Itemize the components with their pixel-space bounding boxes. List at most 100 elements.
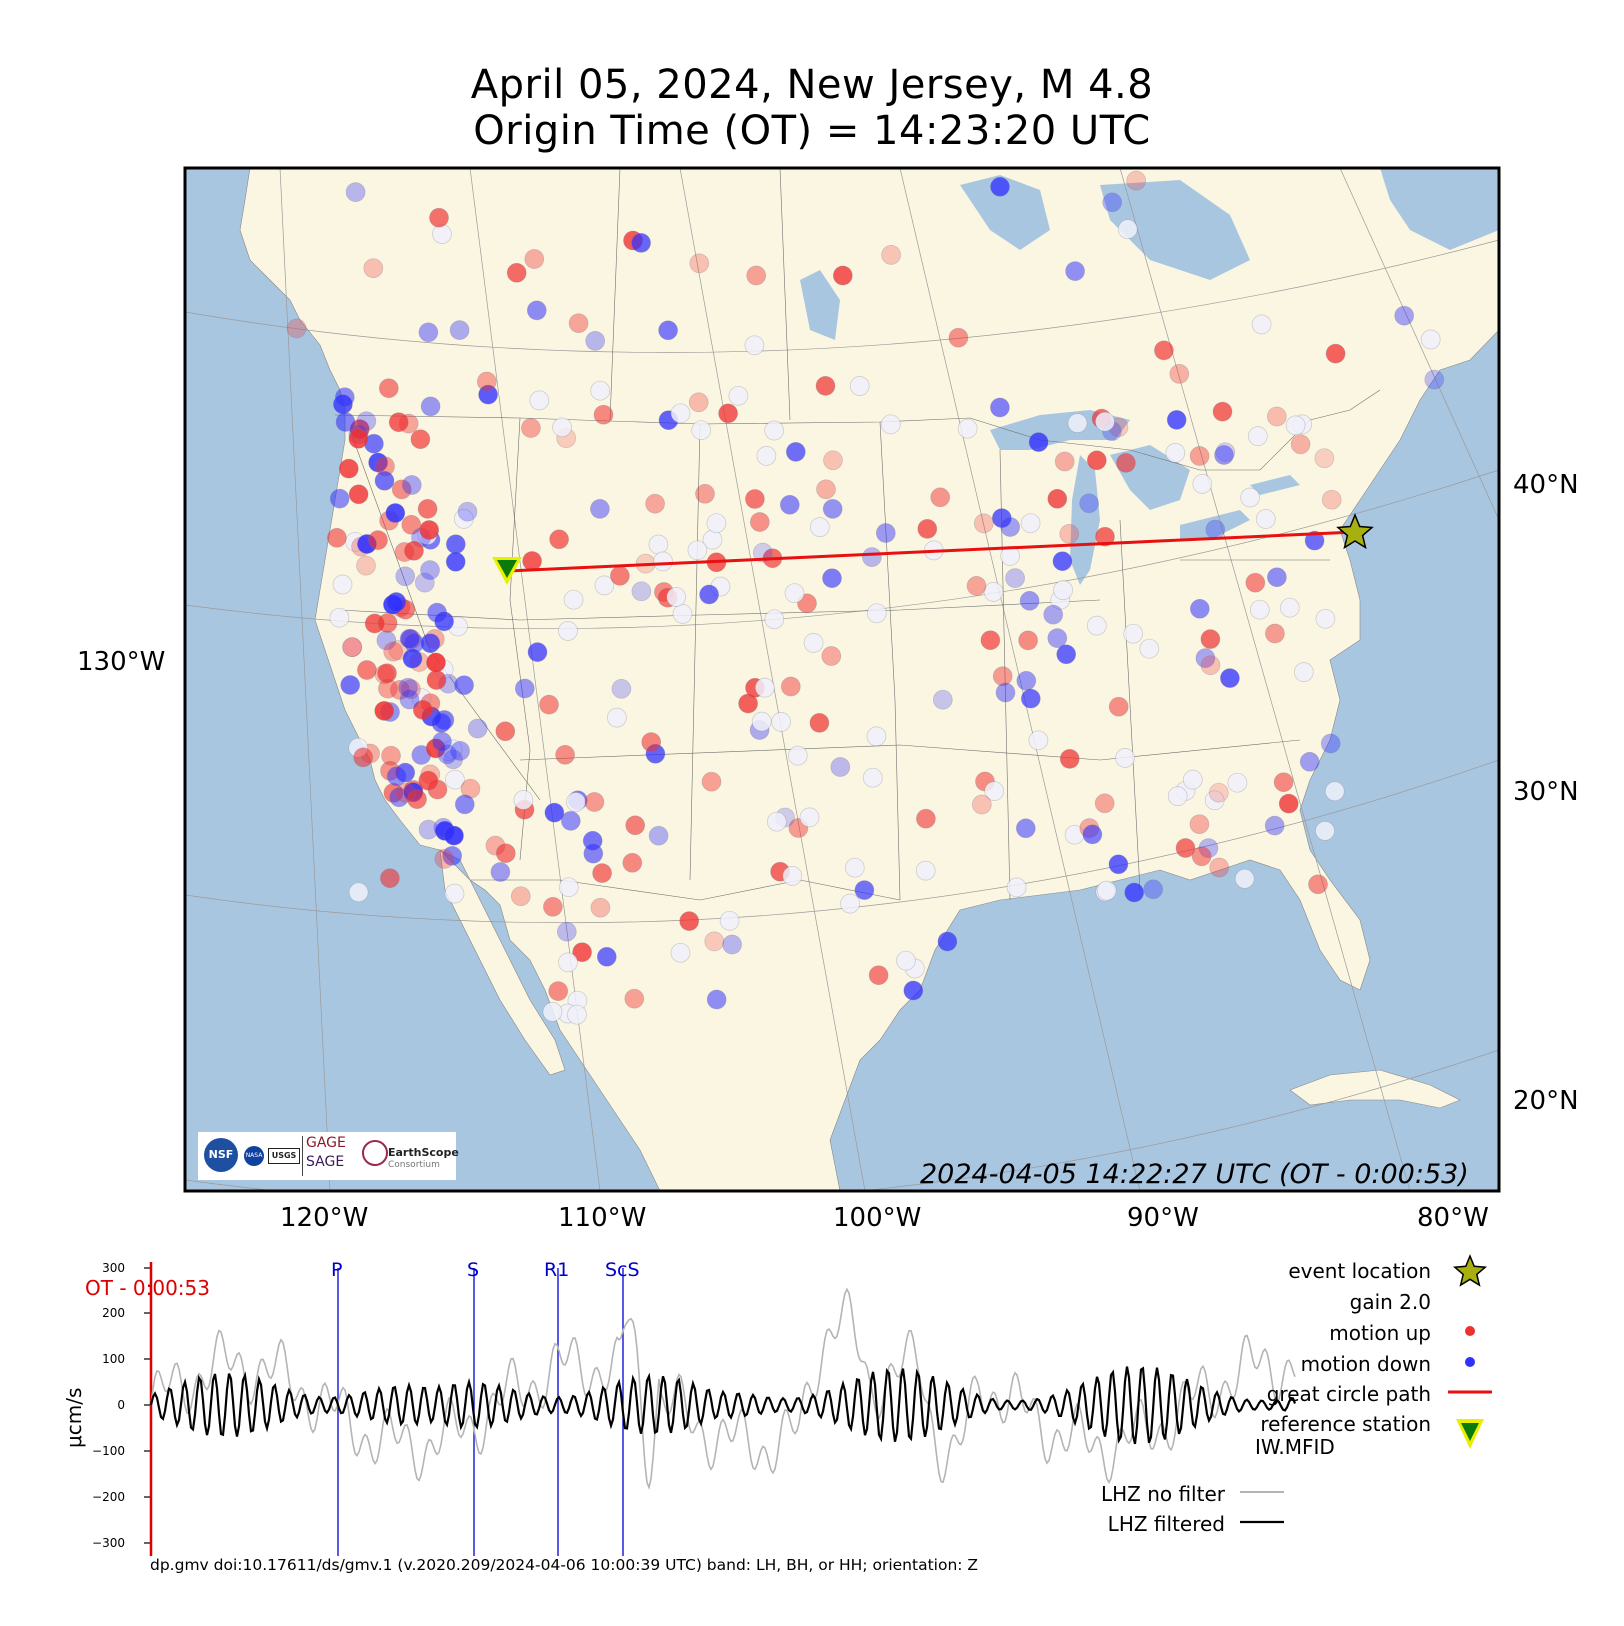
station-dot	[1056, 644, 1077, 665]
station-dot	[567, 1004, 587, 1025]
station-dot	[395, 783, 416, 803]
earthscope-logo: EarthScope	[388, 1146, 459, 1159]
logo-divider	[302, 1136, 303, 1176]
station-dot	[779, 494, 800, 515]
station-dot	[444, 883, 465, 904]
station-dot	[1394, 305, 1415, 326]
station-dot	[495, 721, 516, 742]
station-dot	[398, 677, 418, 698]
station-dot	[648, 825, 669, 846]
station-dot	[374, 701, 395, 721]
station-dot	[334, 387, 355, 408]
station-dot	[432, 224, 452, 244]
station-markers	[286, 170, 1445, 1025]
station-dot	[1273, 772, 1294, 793]
station-dot	[357, 660, 377, 680]
station-dot	[751, 711, 772, 732]
station-dot	[596, 946, 617, 967]
station-dot	[719, 910, 740, 931]
station-dot	[854, 880, 875, 900]
station-dot	[704, 931, 725, 952]
station-dot	[1195, 648, 1216, 668]
station-dot	[840, 893, 860, 914]
station-dot	[1212, 401, 1233, 422]
station-dot	[1249, 599, 1270, 620]
station-dot	[706, 513, 727, 534]
station-dot	[419, 520, 440, 540]
station-dot	[782, 866, 803, 886]
station-dot	[1265, 623, 1285, 644]
station-dot	[1020, 688, 1041, 709]
station-dot	[426, 670, 447, 690]
station-dot	[991, 508, 1012, 528]
station-dot	[513, 790, 534, 810]
station-dot	[377, 663, 397, 684]
station-dot	[679, 911, 700, 931]
station-dot	[718, 403, 738, 424]
station-dot	[529, 390, 550, 411]
station-dot	[1167, 786, 1188, 806]
station-dot	[1321, 489, 1342, 510]
seismogram-panel	[144, 1262, 1297, 1556]
station-dot	[880, 414, 901, 435]
ytick-minus100: −100	[92, 1444, 125, 1458]
lon-label-120: 120°W	[280, 1203, 369, 1233]
station-dot	[374, 664, 395, 685]
station-dot	[593, 404, 614, 425]
station-dot	[449, 320, 470, 340]
legend-gain: gain 2.0	[1349, 1290, 1431, 1314]
station-dot	[1005, 568, 1025, 588]
lat-label-40: 40°N	[1513, 470, 1579, 500]
station-dot	[572, 942, 592, 963]
station-dot	[1086, 615, 1107, 636]
station-dot	[666, 587, 687, 607]
station-dot	[1255, 509, 1276, 529]
station-dot	[590, 380, 611, 401]
station-dot	[539, 694, 559, 715]
legend-lhz-no-filter: LHZ no filter	[1100, 1482, 1225, 1506]
station-dot	[592, 863, 612, 883]
station-dot	[568, 313, 589, 334]
ytick-minus200: −200	[92, 1490, 125, 1504]
station-dot	[1165, 443, 1186, 463]
station-dot	[342, 637, 363, 658]
station-dot	[332, 574, 353, 595]
legend-motion-up: motion up	[1329, 1321, 1431, 1345]
station-dot	[380, 868, 400, 889]
station-dot	[345, 182, 366, 202]
station-dot	[1189, 814, 1210, 835]
station-dot	[903, 980, 924, 1001]
station-dot	[399, 689, 420, 710]
station-dot	[418, 819, 439, 840]
consortium-logo: Consortium	[388, 1160, 440, 1170]
station-dot	[990, 397, 1010, 418]
legend-star-icon	[1452, 1254, 1488, 1287]
station-dot	[558, 952, 578, 973]
station-dot	[1285, 415, 1306, 436]
station-dot	[822, 499, 843, 519]
station-dot	[549, 529, 569, 550]
station-dot	[815, 376, 836, 396]
station-dot	[1315, 821, 1335, 841]
station-dot	[386, 766, 407, 787]
station-dot	[417, 499, 438, 519]
station-dot	[1240, 487, 1260, 508]
station-dot	[1117, 219, 1138, 240]
great-circle-path	[506, 530, 1356, 573]
station-dot	[862, 547, 882, 567]
station-dot	[590, 897, 611, 918]
station-dot	[418, 322, 439, 343]
station-dot	[395, 566, 416, 587]
station-dot	[348, 882, 369, 903]
station-dot	[830, 757, 851, 777]
station-dot	[1102, 192, 1123, 213]
station-dot	[611, 678, 632, 699]
station-dot	[658, 320, 678, 341]
station-dot	[875, 523, 896, 543]
station-dot	[566, 792, 586, 812]
station-dot	[450, 741, 470, 761]
station-dot	[1124, 882, 1145, 903]
station-dot	[866, 603, 887, 624]
station-dot	[957, 418, 978, 439]
station-dot	[426, 652, 446, 673]
